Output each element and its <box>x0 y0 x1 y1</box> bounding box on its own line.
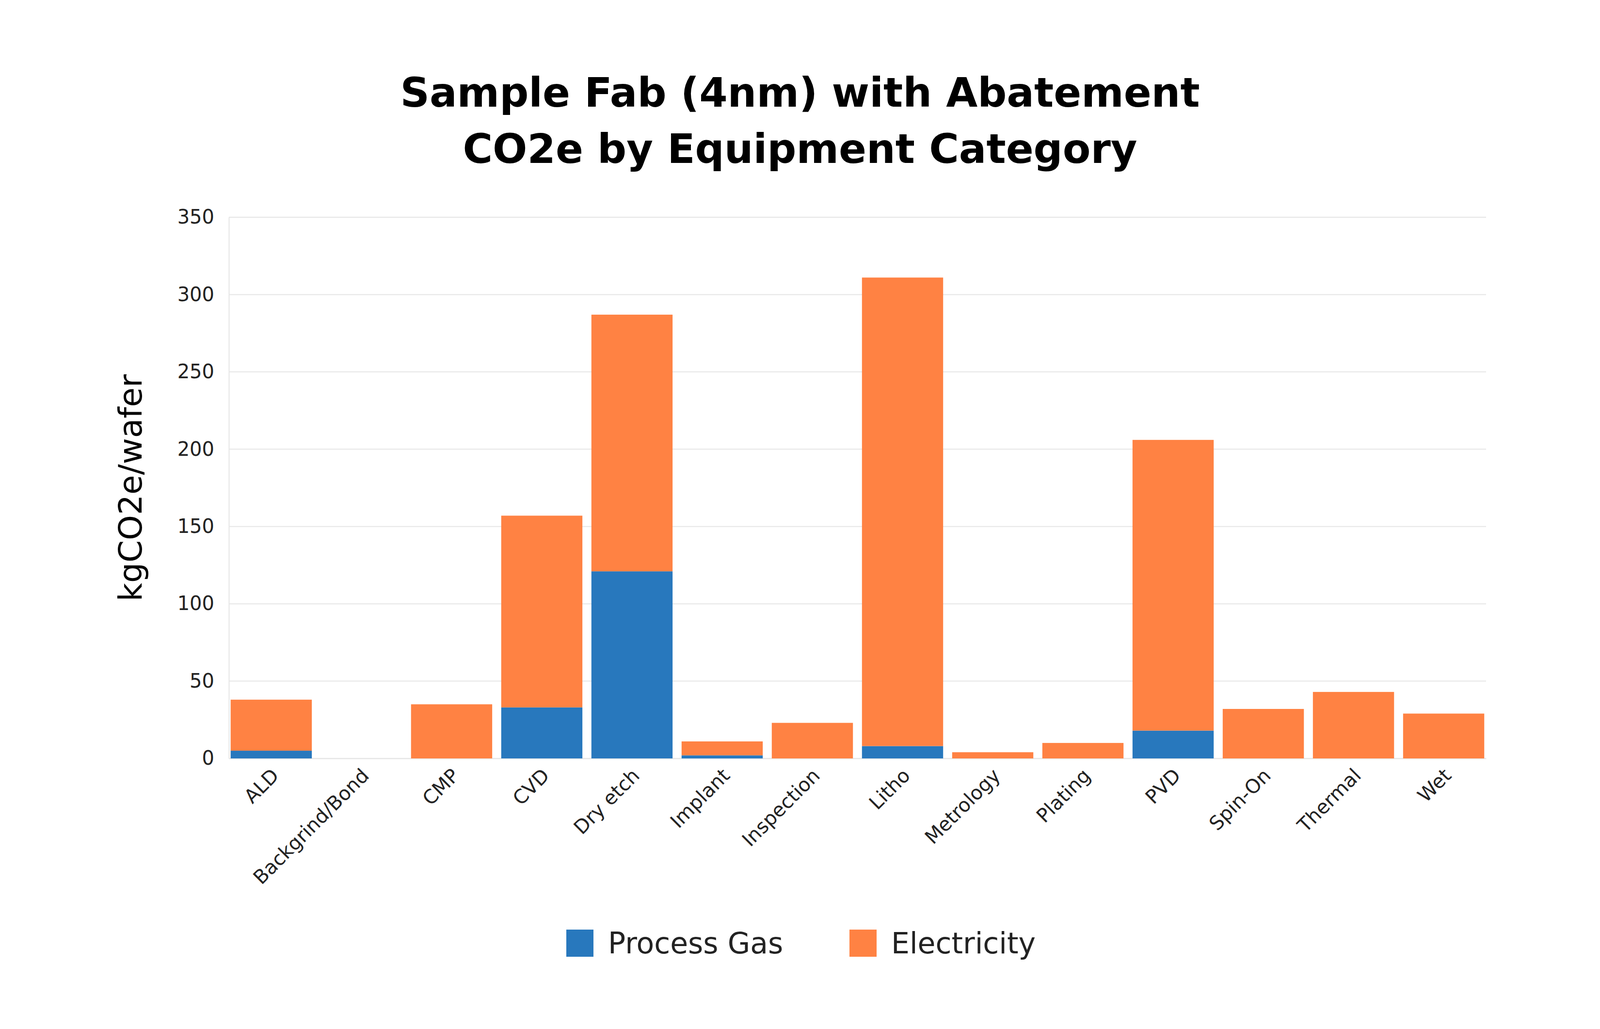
legend-swatch <box>849 929 877 957</box>
legend-label: Process Gas <box>608 926 784 960</box>
x-tick-label: Plating <box>1031 764 1095 828</box>
bar <box>952 752 1034 759</box>
bar <box>591 571 673 759</box>
title: Sample Fab (4nm) with Abatement CO2e by E… <box>400 68 1200 173</box>
y-tick-label: 300 <box>177 283 215 306</box>
bar <box>771 722 853 759</box>
x-tick: Wet <box>1413 758 1456 807</box>
y-tick: 150 <box>177 514 229 538</box>
y-tick: 300 <box>177 283 229 306</box>
legend-label: Electricity <box>891 926 1036 960</box>
y-tick-label: 250 <box>177 360 215 383</box>
y-tick: 50 <box>189 669 229 692</box>
title-line: CO2e by Equipment Category <box>462 125 1137 173</box>
legend-item: Process Gas <box>566 926 784 960</box>
series-bars <box>230 571 1215 759</box>
x-tick-label: Inspection <box>737 764 825 851</box>
x-tick-label: Litho <box>864 764 914 814</box>
legend-swatch <box>566 929 594 957</box>
bar <box>1222 708 1304 759</box>
grid-line <box>228 680 1487 682</box>
bar <box>1132 730 1214 759</box>
x-tick: Thermal <box>1292 758 1366 837</box>
bar <box>591 314 673 572</box>
x-tick-label: Thermal <box>1292 764 1366 837</box>
grid-line <box>228 448 1487 450</box>
x-tick-label: Wet <box>1413 764 1456 807</box>
x-tick-label: PVD <box>1140 764 1185 809</box>
x-tick-label: Implant <box>665 764 735 833</box>
chart: Sample Fab (4nm) with Abatement CO2e by E… <box>0 0 1600 1029</box>
x-tick: PVD <box>1140 758 1185 809</box>
y-tick-label: 200 <box>177 437 215 461</box>
x-tick-label: Backgrind/Bond <box>248 764 374 889</box>
x-tick-label: Dry etch <box>569 764 644 839</box>
x-tick: Implant <box>665 758 735 832</box>
bars <box>230 277 1485 759</box>
x-tick-label: CMP <box>417 764 464 810</box>
x-tick: CVD <box>508 758 554 810</box>
bar <box>230 750 312 759</box>
x-tick-label: Spin-On <box>1204 764 1276 835</box>
x-tick: Litho <box>864 758 914 814</box>
legend: Process Gas Electricity <box>566 926 1036 960</box>
y-tick: 350 <box>177 205 229 228</box>
x-axis: ALDBackgrind/Bond CMP CVD Dry etch ImplantIn… <box>229 758 1487 889</box>
bar <box>862 745 944 759</box>
bar <box>320 758 402 759</box>
x-tick: Inspection <box>737 758 825 851</box>
x-tick-label: ALD <box>239 764 283 808</box>
grid <box>228 217 1487 759</box>
y-tick-label: 350 <box>177 205 215 228</box>
bar <box>1132 439 1214 731</box>
bar <box>681 741 763 756</box>
y-axis-line <box>228 217 230 759</box>
bar <box>1042 742 1124 759</box>
x-tick-label: CVD <box>508 764 554 810</box>
x-tick: Plating <box>1031 758 1095 827</box>
bar <box>501 707 583 759</box>
grid-line <box>228 293 1487 295</box>
series-bars <box>230 277 1485 759</box>
y-axis-title: kgCO2e/wafer <box>112 373 150 602</box>
grid-line <box>228 526 1487 528</box>
bar <box>1403 713 1485 759</box>
x-tick: CMP <box>417 758 464 810</box>
y-tick: 200 <box>177 437 229 461</box>
y-tick-label: 100 <box>177 592 215 615</box>
x-tick: Spin-On <box>1204 758 1276 835</box>
x-tick: ALD <box>239 758 283 808</box>
x-tick-label: Metrology <box>920 764 1005 849</box>
y-tick: 250 <box>177 360 229 383</box>
y-tick-label: 150 <box>177 514 215 538</box>
title-line: Sample Fab (4nm) with Abatement <box>400 68 1200 117</box>
y-tick: 100 <box>177 592 229 615</box>
legend-item: Electricity <box>849 926 1036 960</box>
x-tick: Dry etch <box>569 758 644 839</box>
bar <box>320 758 402 759</box>
y-tick: 0 <box>202 746 229 769</box>
bar <box>681 755 763 759</box>
grid-line <box>228 371 1487 373</box>
x-tick: Backgrind/Bond <box>248 758 374 889</box>
bar <box>230 699 312 751</box>
x-tick: Metrology <box>920 758 1005 848</box>
grid-line <box>228 603 1487 605</box>
bar <box>862 277 944 746</box>
bar <box>1312 691 1394 759</box>
bar <box>411 704 493 759</box>
bar <box>501 515 583 707</box>
y-axis: 0 50 100 150 200 250 300 350 <box>177 205 230 769</box>
y-tick-label: 50 <box>189 669 215 692</box>
grid-line <box>228 216 1487 218</box>
y-tick-label: 0 <box>202 746 215 769</box>
